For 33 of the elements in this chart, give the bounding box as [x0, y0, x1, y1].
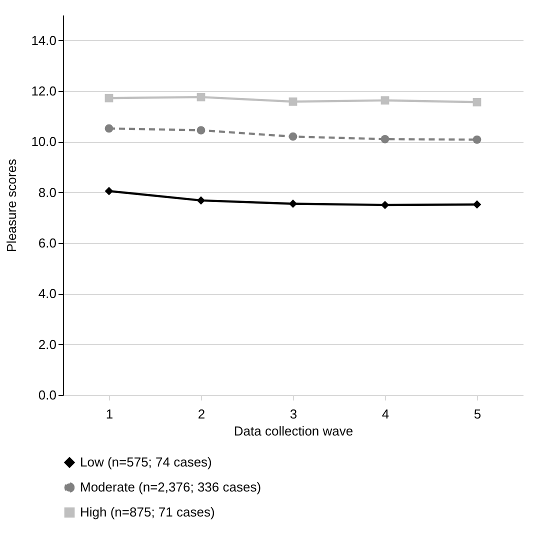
y-tick-label: 4.0	[38, 286, 56, 302]
point	[196, 92, 206, 102]
point	[288, 132, 298, 141]
point	[196, 126, 206, 134]
point	[380, 96, 390, 105]
legend-label: Moderate (n=2,376; 336 cases)	[80, 480, 262, 494]
x-tick-label: 1	[106, 406, 114, 422]
y-axis-title: Pleasure scores	[4, 158, 20, 252]
y-tick-label: 6.0	[38, 236, 56, 250]
y-tick-label: 14.0	[31, 32, 56, 48]
point	[472, 200, 482, 209]
y-tick-label: 10.0	[31, 134, 56, 150]
y-tick-label: 8.0	[38, 184, 56, 200]
y-tick-label: 12.0	[31, 84, 56, 98]
point	[104, 124, 114, 133]
x-tick-label: 4	[382, 406, 390, 422]
x-tick-label: 5	[474, 406, 482, 422]
x-tick-label: 3	[290, 406, 298, 422]
x-tick-label: 2	[198, 406, 206, 422]
point	[472, 135, 482, 144]
y-tick-label: 0.0	[38, 388, 56, 402]
legend-label: Low (n=575; 74 cases)	[80, 454, 212, 470]
y-tick-label: 2.0	[38, 336, 56, 352]
point	[196, 196, 206, 205]
point	[472, 98, 482, 106]
point	[104, 94, 114, 102]
point	[104, 186, 114, 196]
point	[288, 200, 298, 208]
point	[288, 97, 298, 106]
x-axis-title: Data collection wave	[234, 424, 354, 438]
legend-label: High (n=875; 71 cases)	[80, 504, 215, 520]
point	[380, 200, 390, 210]
point	[380, 134, 390, 144]
